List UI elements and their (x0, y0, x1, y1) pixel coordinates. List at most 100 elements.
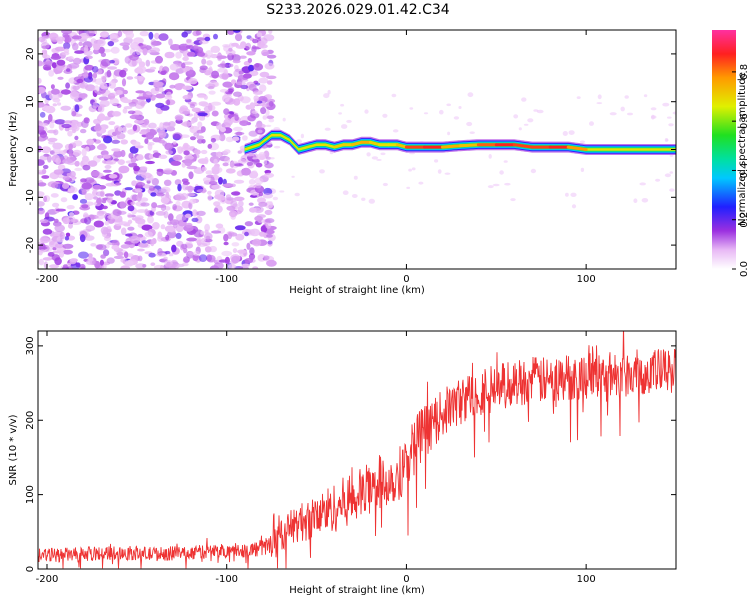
noise-blob (72, 85, 80, 91)
noise-blob (499, 170, 504, 175)
noise-blob (74, 50, 85, 54)
signal-ridge-segment (458, 143, 480, 148)
noise-blob (437, 169, 442, 174)
noise-blob (382, 182, 388, 187)
noise-blob (227, 30, 235, 35)
noise-blob (97, 113, 106, 122)
noise-blob (258, 231, 266, 237)
noise-blob (256, 100, 263, 104)
noise-blob (164, 142, 174, 151)
noise-blob (144, 208, 149, 216)
noise-blob (67, 130, 73, 137)
noise-blob (263, 159, 268, 165)
noise-blob (104, 193, 114, 198)
noise-blob (120, 258, 127, 263)
noise-blob (79, 198, 88, 204)
noise-blob (458, 106, 462, 109)
signal-ridge-segment (369, 140, 381, 147)
noise-blob (447, 131, 451, 136)
noise-blob (122, 89, 128, 95)
noise-blob (157, 231, 163, 240)
noise-blob (68, 143, 73, 151)
noise-blob (222, 81, 233, 88)
noise-blob (120, 139, 128, 145)
noise-blob (200, 231, 205, 235)
noise-blob (162, 121, 171, 126)
colorbar: 0.0 0.2 0.4 0.6 0.8 Normalized spectral ampl… (712, 30, 750, 277)
noise-blob (47, 137, 58, 142)
noise-blob (172, 204, 177, 211)
noise-blob (87, 160, 98, 167)
noise-blob (639, 182, 646, 186)
noise-blob (382, 113, 388, 118)
noise-blob (341, 124, 348, 129)
noise-blob (208, 66, 213, 75)
noise-blob (218, 259, 228, 263)
noise-blob (221, 250, 233, 257)
noise-blob (183, 256, 190, 263)
noise-blob (633, 198, 638, 203)
noise-blob (147, 216, 154, 224)
noise-blob (85, 55, 93, 60)
noise-blob (207, 195, 213, 201)
noise-blob (234, 131, 245, 136)
noise-blob (64, 236, 70, 241)
noise-blob (210, 54, 219, 59)
noise-blob (140, 166, 148, 171)
noise-blob (188, 202, 193, 210)
noise-blob (84, 216, 92, 225)
noise-blob (589, 121, 594, 126)
noise-blob (39, 111, 46, 118)
noise-blob (138, 61, 146, 68)
noise-blob (155, 211, 166, 216)
noise-blob (258, 201, 268, 207)
noise-blob (141, 172, 152, 179)
noise-blob (179, 105, 188, 112)
noise-blob (157, 248, 163, 256)
noise-blob (266, 80, 273, 85)
noise-blob (188, 251, 194, 255)
noise-blob (153, 264, 165, 269)
signal-ridge-segment (440, 144, 462, 149)
noise-blob (38, 125, 45, 132)
colorbar-tick-label: 0.8 (739, 64, 750, 80)
noise-blob (233, 30, 241, 33)
noise-blob (264, 62, 275, 70)
noise-blob (217, 63, 229, 68)
noise-blob (125, 123, 133, 128)
noise-blob (199, 65, 208, 71)
noise-blob (106, 257, 115, 264)
noise-blob (225, 194, 232, 200)
noise-blob (565, 192, 569, 197)
noise-blob (202, 177, 211, 183)
noise-blob (90, 170, 101, 177)
noise-blob (54, 119, 66, 125)
noise-blob (87, 253, 93, 259)
noise-blob (156, 204, 167, 208)
x-tick-label: -100 (215, 574, 238, 585)
noise-blob (62, 243, 74, 249)
noise-blob (234, 163, 244, 167)
noise-blob (150, 192, 157, 197)
noise-blob (54, 224, 65, 233)
noise-blob (101, 199, 107, 204)
noise-blob (206, 60, 213, 66)
noise-blob (99, 259, 104, 266)
y-tick-label: -20 (25, 237, 36, 253)
noise-blob (205, 50, 213, 56)
noise-blob (65, 82, 70, 89)
noise-blob (126, 76, 134, 80)
noise-blob (207, 86, 215, 90)
noise-blob (134, 188, 143, 193)
noise-blob (669, 171, 674, 174)
noise-blob (81, 189, 87, 196)
noise-blob (175, 193, 185, 201)
noise-blob (193, 132, 200, 137)
snr-ylabel: SNR (10 * v/v) (8, 414, 19, 485)
noise-blob (127, 219, 133, 224)
noise-blob (249, 207, 257, 213)
noise-blob (255, 82, 261, 86)
noise-blob (488, 154, 492, 159)
noise-blob (84, 193, 94, 201)
noise-blob (368, 198, 375, 204)
